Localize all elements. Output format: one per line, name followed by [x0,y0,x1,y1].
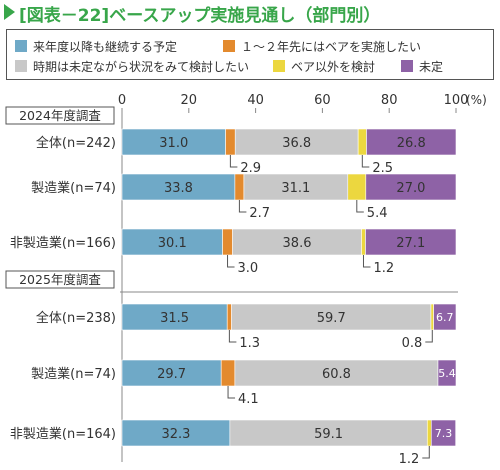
data-label: 1.2 [373,261,394,276]
legend-swatch-other [273,60,285,72]
legend-item-later: １～２年先にはベアを実施したい [223,38,421,54]
callout-line [229,155,238,168]
bar-segment [121,303,228,331]
legend-swatch-undecided [401,60,413,72]
data-label: 38.6 [283,236,312,251]
row-label: 製造業(n=74) [31,180,116,196]
chart-title-row: [図表－22]ベースアップ実施見通し（部門別） [0,0,500,26]
data-label: 5.4 [438,367,456,380]
data-label: 2.7 [249,206,270,221]
legend-label-other: ベア以外を検討 [291,59,376,74]
callout-line [238,200,247,213]
bar-segment [121,359,222,387]
data-label: 33.8 [164,181,193,196]
bar-segment [229,419,428,447]
bar-segment [220,359,236,387]
bar-segment [430,419,456,447]
group-header: 2024年度調査 [19,108,101,123]
title-arrow-icon [4,4,15,20]
data-label: 27.1 [396,236,425,251]
x-tick-label: 60 [314,93,331,108]
legend-label-later: １～２年先にはベアを実施したい [241,39,422,54]
data-label: 26.8 [397,136,426,151]
data-label: 27.0 [396,181,425,196]
data-label: 3.0 [238,261,259,276]
bar-segment [365,173,457,201]
bar-segment [361,228,366,256]
group-header: 2025年度調査 [19,272,101,287]
data-label: 36.8 [282,136,311,151]
data-label: 29.7 [157,367,186,382]
data-label: 1.3 [239,336,260,351]
data-label: 59.1 [314,427,343,442]
callout-line [425,330,433,343]
legend-label-continue: 来年度以降も継続する予定 [33,39,178,54]
bar-segment [234,359,439,387]
callout-line [228,330,237,343]
x-tick-label: 20 [181,93,198,108]
x-tick-label: 80 [381,93,398,108]
group-header-box [5,270,115,289]
bar-segment [365,228,457,256]
legend-item-continue: 来年度以降も継続する予定 [15,38,177,54]
bar-segment [433,303,457,331]
callout-line [227,386,236,399]
legend-item-consider: 時期は未定ながら状況をみて検討したい [15,58,249,74]
legend-swatch-continue [15,40,27,52]
x-tick-label: 40 [247,93,264,108]
bar-segment [347,173,367,201]
row-label: 製造業(n=74) [31,366,116,382]
legend-label-undecided: 未定 [419,59,444,74]
data-label: 4.1 [238,392,259,407]
bar-segment [226,303,232,331]
bar-segment [234,173,245,201]
callout-line [356,200,364,213]
bar-segment [243,173,349,201]
row-label: 全体(n=242) [36,135,116,151]
bar-segment [366,128,457,156]
data-label: 60.8 [322,367,351,382]
legend-swatch-consider [15,60,27,72]
data-label: 0.8 [402,336,423,351]
x-axis-unit: (%) [466,93,487,107]
bar-segment [121,173,236,201]
bar-segment [121,228,223,256]
chart-title: [図表－22]ベースアップ実施見通し（部門別） [19,6,381,26]
row-label: 全体(n=238) [36,310,116,326]
callout-line [362,255,371,268]
group-header-box [5,106,115,125]
row-label: 非製造業(n=164) [10,426,116,442]
legend: 来年度以降も継続する予定 １～２年先にはベアを実施したい 時期は未定ながら状況を… [6,29,494,80]
bar-segment [222,228,233,256]
bar-segment [232,228,362,256]
legend-item-undecided: 未定 [401,58,443,74]
data-label: 31.0 [159,136,188,151]
data-label: 2.9 [240,161,261,176]
callout-line [361,155,370,168]
data-label: 2.5 [372,161,393,176]
bar-segment [357,128,367,156]
callout-line [422,446,430,459]
data-label: 1.2 [399,452,420,467]
legend-item-other: ベア以外を検討 [273,58,375,74]
bar-segment [426,419,432,447]
legend-label-consider: 時期は未定ながら状況をみて検討したい [33,59,250,74]
x-tick-label: 0 [118,93,126,108]
data-label: 59.7 [317,311,346,326]
data-label: 6.7 [436,311,454,324]
data-label: 7.3 [435,427,453,440]
data-label: 30.1 [158,236,187,251]
data-label: 32.3 [161,427,190,442]
legend-swatch-later [223,40,235,52]
x-tick-label: 100 [444,93,469,108]
bar-segment [430,303,434,331]
row-label: 非製造業(n=166) [10,235,116,251]
bar-segment [225,128,236,156]
data-label: 5.4 [367,206,388,221]
callout-line [227,255,235,268]
data-label: 31.5 [160,311,189,326]
bar-segment [437,359,457,387]
data-label: 31.1 [281,181,310,196]
